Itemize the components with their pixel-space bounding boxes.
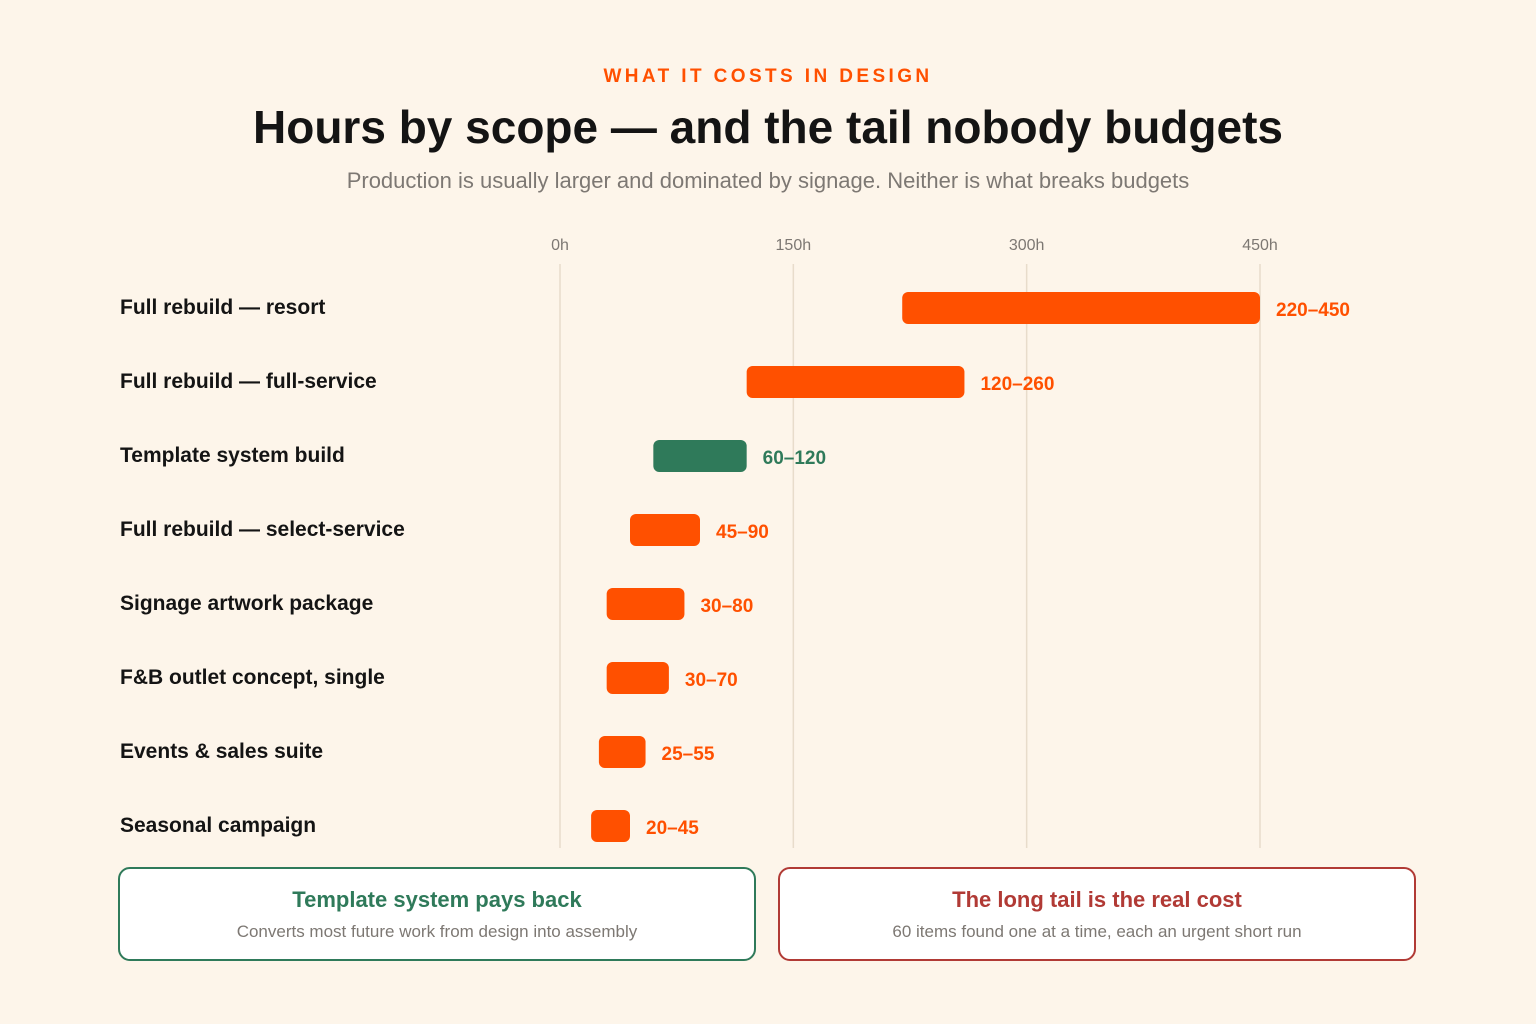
category-label: Full rebuild — resort (120, 296, 325, 319)
eyebrow-label: WHAT IT COSTS IN DESIGN (603, 66, 933, 87)
category-label: Full rebuild — select-service (120, 518, 405, 541)
chart-title: Hours by scope — and the tail nobody bud… (253, 101, 1283, 153)
range-bar (598, 736, 646, 768)
value-label: 20–45 (646, 818, 699, 839)
gridlines (559, 264, 1261, 848)
x-tick-label: 150h (776, 237, 812, 254)
callout-long-tail: The long tail is the real cost 60 items … (778, 867, 1416, 961)
category-label: Full rebuild — full-service (120, 370, 377, 393)
range-bar (630, 514, 700, 546)
value-label: 25–55 (662, 744, 715, 765)
callout-template-payback: Template system pays back Converts most … (118, 867, 756, 961)
category-label: Events & sales suite (120, 740, 323, 763)
value-label: 120–260 (980, 374, 1054, 395)
range-bars (591, 292, 1260, 842)
value-labels: 220–450 120–260 60–120 45–90 30–80 30–70 25–55… (646, 300, 1350, 839)
category-label: F&B outlet concept, single (120, 666, 385, 689)
value-label: 30–70 (685, 670, 738, 691)
category-labels: Full rebuild — resort Full rebuild — full… (120, 296, 405, 837)
x-tick-label: 0h (551, 237, 569, 254)
x-tick-label: 300h (1009, 237, 1045, 254)
callout-long-tail-body: 60 items found one at a time, each an ur… (892, 922, 1302, 941)
callout-template-payback-title: Template system pays back (292, 887, 582, 912)
value-label: 220–450 (1276, 300, 1350, 321)
range-bar (653, 440, 747, 472)
range-bar (591, 810, 630, 842)
range-bar-chart: 0h 150h 300h 450h Full rebuild — resortFull… (120, 237, 1350, 848)
chart-subtitle: Production is usually larger and dominat… (346, 168, 1190, 193)
category-label: Template system build (120, 444, 345, 467)
range-bar (902, 292, 1260, 324)
category-label: Signage artwork package (120, 592, 373, 615)
x-tick-label: 450h (1242, 237, 1278, 254)
range-bar (746, 366, 965, 398)
range-bar (606, 588, 685, 620)
x-axis-ticks: 0h 150h 300h 450h (551, 237, 1278, 254)
value-label: 60–120 (763, 448, 826, 469)
callout-template-payback-body: Converts most future work from design in… (236, 922, 638, 941)
callout-long-tail-title: The long tail is the real cost (952, 887, 1242, 912)
range-bar (606, 662, 669, 694)
category-label: Seasonal campaign (120, 814, 316, 837)
value-label: 30–80 (700, 596, 753, 617)
value-label: 45–90 (716, 522, 769, 543)
